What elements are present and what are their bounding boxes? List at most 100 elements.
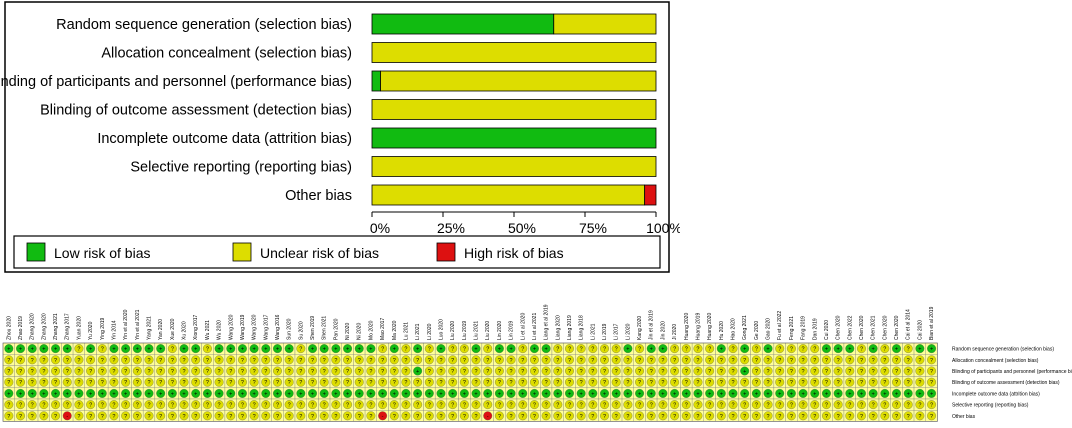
rating-symbol: ? (755, 380, 758, 386)
rating-symbol: ? (171, 358, 174, 364)
rating-symbol: + (241, 347, 244, 353)
rating-dot (658, 400, 668, 410)
rating-dot (588, 400, 598, 410)
rating-dot (389, 400, 399, 410)
rating-symbol: ? (451, 414, 454, 420)
rating-symbol: ? (533, 380, 536, 386)
rating-symbol: ? (393, 380, 396, 386)
rating-dot (226, 388, 236, 398)
study-label: Cui 2020 (824, 320, 830, 340)
rating-dot (436, 400, 446, 410)
rating-symbol: ? (498, 358, 501, 364)
rating-dot (798, 366, 808, 376)
rating-symbol: ? (580, 347, 583, 353)
rating-dot (413, 388, 423, 398)
study-label: Hu 2020 (719, 321, 725, 340)
rating-dot (751, 400, 761, 410)
rating-dot (658, 355, 668, 365)
rating-symbol: ? (556, 347, 559, 353)
rating-symbol: ? (883, 347, 886, 353)
rating-symbol: ? (183, 369, 186, 375)
rating-symbol: ? (19, 403, 22, 409)
rating-symbol: ? (112, 380, 115, 386)
rating-dot (927, 355, 937, 365)
rating-symbol: ? (206, 369, 209, 375)
rating-symbol: + (124, 391, 127, 397)
x-tick-label: 50% (508, 220, 536, 236)
rating-dot (494, 388, 504, 398)
rating-symbol: ? (439, 414, 442, 420)
study-label: Lu 2021 (403, 322, 409, 340)
rating-dot (728, 366, 738, 376)
rating-dot (413, 411, 423, 421)
rating-symbol: + (393, 347, 396, 353)
rating-symbol: + (288, 391, 291, 397)
rating-dot (97, 355, 107, 365)
rating-symbol: + (533, 347, 536, 353)
rating-symbol: + (334, 347, 337, 353)
rating-dot (903, 400, 913, 410)
rating-dot (529, 388, 539, 398)
rating-symbol: + (253, 347, 256, 353)
rating-symbol: ? (708, 369, 711, 375)
rating-dot (670, 344, 680, 354)
rating-dot (635, 388, 645, 398)
rating-dot (62, 411, 72, 421)
rating-symbol: ? (720, 403, 723, 409)
category-label: Blinding of participants and personnel (… (0, 74, 352, 90)
rating-dot (588, 388, 598, 398)
rating-symbol: ? (229, 414, 232, 420)
rating-symbol: ? (591, 369, 594, 375)
study-label: Gong 2021 (742, 315, 748, 340)
rating-symbol: ? (767, 380, 770, 386)
rating-dot (448, 366, 458, 376)
rating-dot (156, 388, 166, 398)
rating-symbol: ? (767, 403, 770, 409)
rating-dot (261, 411, 271, 421)
rating-symbol: + (895, 391, 898, 397)
study-label: Zhang 2021 (53, 313, 59, 340)
rating-dot (74, 355, 84, 365)
study-label: Gao 2020 (766, 318, 772, 340)
study-label: Liang 2020 (555, 315, 561, 340)
rating-dot (646, 411, 656, 421)
study-label: Li 2021 (590, 323, 596, 340)
rating-symbol: ? (626, 369, 629, 375)
rating-dot (261, 355, 271, 365)
rating-symbol: ? (31, 403, 34, 409)
rating-symbol: ? (837, 403, 840, 409)
rating-symbol: ? (685, 414, 688, 420)
rating-symbol: ? (218, 403, 221, 409)
rating-symbol: ? (475, 358, 478, 364)
rating-symbol: ? (696, 414, 699, 420)
study-label: Li 2017 (614, 323, 620, 340)
rating-dot (471, 366, 481, 376)
study-label: Liu 2020 (485, 321, 491, 340)
rating-symbol: ? (860, 347, 863, 353)
rating-dot (249, 344, 259, 354)
rating-symbol: + (661, 347, 664, 353)
rating-dot (471, 411, 481, 421)
rating-symbol: ? (510, 403, 513, 409)
rating-dot (401, 388, 411, 398)
rating-dot (448, 388, 458, 398)
rating-dot (623, 400, 633, 410)
rating-dot (121, 411, 131, 421)
rating-symbol: + (124, 347, 127, 353)
rating-symbol: ? (860, 369, 863, 375)
rating-dot (459, 344, 469, 354)
rating-symbol: - (487, 414, 489, 420)
rating-dot (670, 388, 680, 398)
rating-dot (109, 366, 119, 376)
rating-dot (39, 366, 49, 376)
rating-symbol: ? (358, 358, 361, 364)
rating-dot (810, 355, 820, 365)
rating-symbol: + (661, 391, 664, 397)
rating-dot (483, 366, 493, 376)
rating-dot (144, 355, 154, 365)
rating-symbol: + (626, 347, 629, 353)
rating-dot (833, 377, 843, 387)
rating-symbol: ? (42, 414, 45, 420)
rating-dot (62, 344, 72, 354)
rating-symbol: + (591, 391, 594, 397)
